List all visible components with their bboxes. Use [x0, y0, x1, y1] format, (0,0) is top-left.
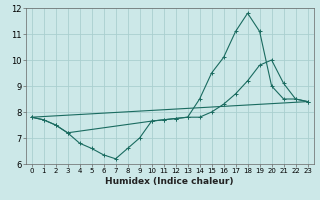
X-axis label: Humidex (Indice chaleur): Humidex (Indice chaleur) [105, 177, 234, 186]
